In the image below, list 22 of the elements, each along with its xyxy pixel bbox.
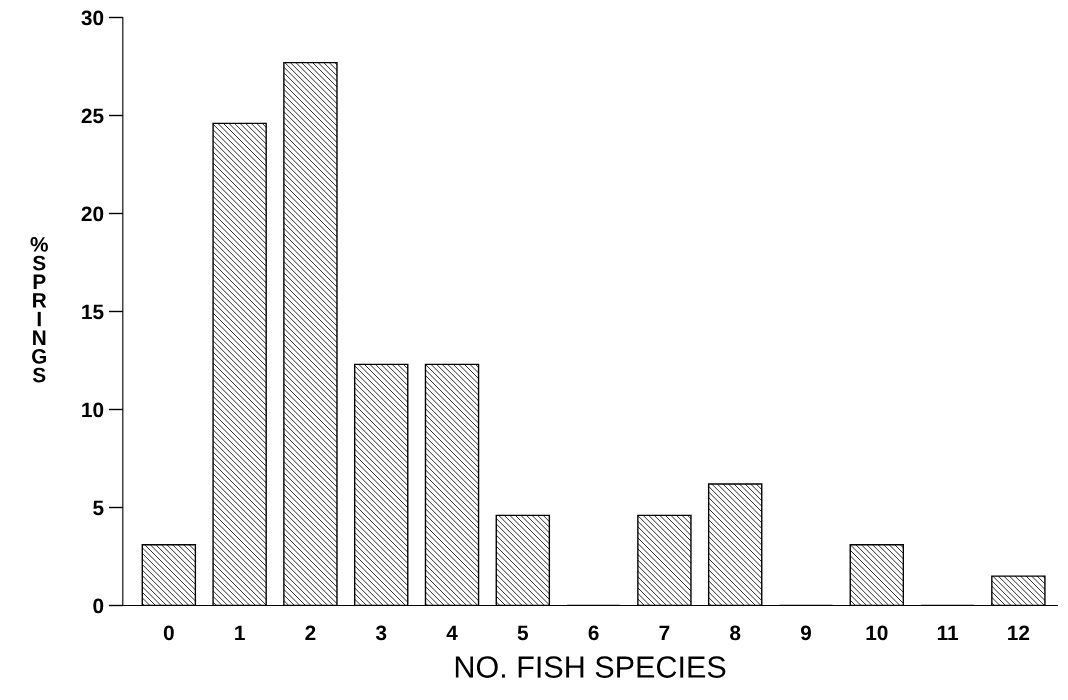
x-tick-label: 0: [163, 625, 174, 641]
y-tick-label: 30: [81, 10, 104, 26]
x-tick-label: 6: [588, 625, 599, 641]
x-tick-label: 10: [866, 625, 888, 641]
x-axis-title: NO. FISH SPECIES: [455, 656, 726, 678]
y-tick-label: 15: [82, 304, 104, 320]
y-tick-label: 0: [93, 598, 104, 614]
x-tick-label: 1: [235, 625, 245, 641]
y-tick-label: 20: [81, 206, 104, 222]
x-tick-label: 8: [730, 625, 741, 641]
x-tick-label: 9: [800, 625, 812, 641]
x-tick-label: 3: [375, 625, 387, 641]
x-tick-label: 7: [659, 625, 670, 641]
x-tick-label: 4: [446, 625, 458, 641]
x-tick-label: 2: [305, 625, 316, 641]
y-tick-label: 10: [82, 402, 104, 418]
x-tick-label: 12: [1008, 625, 1030, 641]
x-tick-label: 11: [937, 625, 959, 641]
x-tick-label: 5: [517, 625, 529, 641]
y-tick-label: 5: [93, 500, 104, 516]
y-tick-label: 25: [81, 108, 104, 124]
y-axis-title: % SPRINGS: [30, 237, 48, 383]
